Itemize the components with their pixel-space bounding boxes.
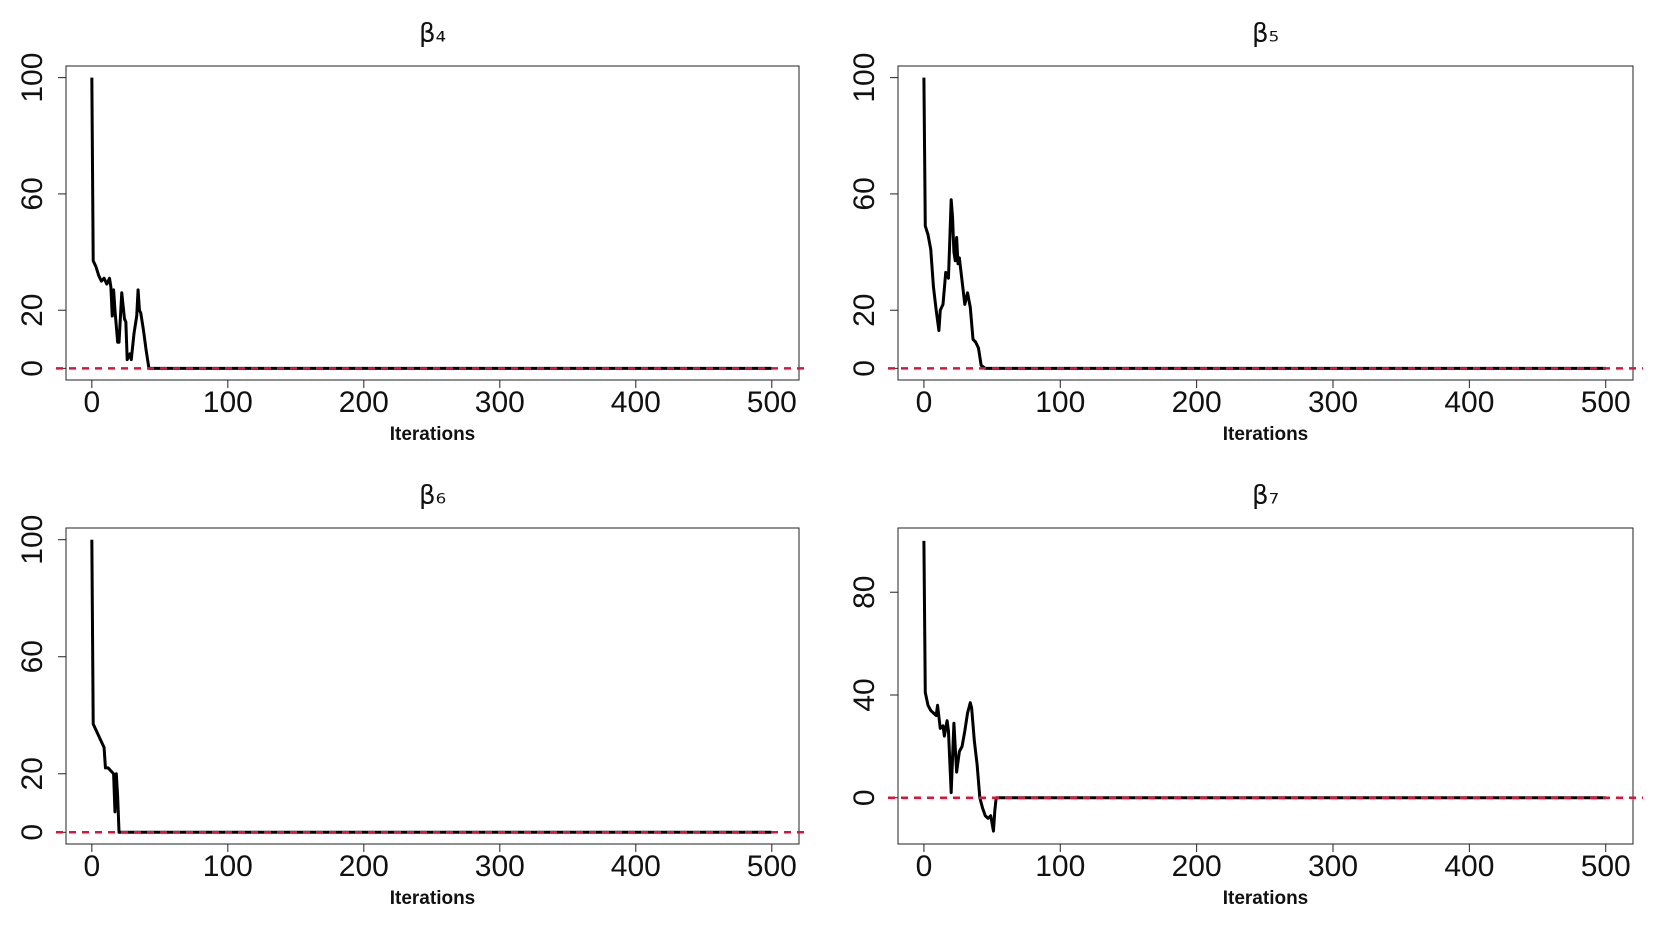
x-tick-label: 300: [1308, 386, 1358, 419]
chart-title: β₇: [1252, 481, 1279, 511]
y-tick-label: 20: [16, 294, 49, 327]
x-axis-label: Iterations: [1223, 424, 1309, 445]
y-tick-label: 60: [16, 177, 49, 210]
x-tick-label: 200: [1172, 850, 1222, 883]
y-tick-label: 0: [16, 824, 49, 841]
x-tick-label: 100: [203, 850, 253, 883]
x-tick-label: 0: [83, 850, 100, 883]
x-tick-label: 100: [203, 386, 253, 419]
x-tick-label: 400: [611, 850, 661, 883]
x-tick-label: 500: [747, 386, 797, 419]
y-tick-label: 20: [848, 294, 881, 327]
x-tick-label: 400: [611, 386, 661, 419]
x-tick-label: 0: [83, 386, 100, 419]
chart-title: β₄: [419, 19, 446, 49]
y-tick-label: 60: [16, 640, 49, 673]
x-tick-label: 300: [475, 386, 525, 419]
plot-frame: [897, 527, 1634, 845]
y-tick-label: 0: [848, 360, 881, 377]
data-line: [90, 539, 772, 834]
data-line: [90, 77, 772, 370]
plot-frame: [65, 527, 800, 845]
data-line: [922, 540, 1606, 833]
x-tick-label: 500: [747, 850, 797, 883]
x-tick-label: 200: [1172, 386, 1222, 419]
x-tick-label: 0: [916, 850, 933, 883]
chart-title: β₅: [1252, 19, 1279, 49]
x-axis-label: Iterations: [390, 888, 476, 909]
y-tick-label: 60: [848, 177, 881, 210]
x-tick-label: 500: [1581, 850, 1631, 883]
x-tick-label: 0: [916, 386, 933, 419]
y-tick-label: 40: [848, 678, 881, 711]
x-tick-label: 300: [475, 850, 525, 883]
plot-frame: [897, 65, 1634, 381]
x-tick-label: 200: [339, 850, 389, 883]
x-tick-label: 100: [1035, 850, 1085, 883]
y-tick-label: 0: [848, 789, 881, 806]
x-axis-label: Iterations: [1223, 888, 1309, 909]
x-tick-label: 400: [1444, 386, 1494, 419]
y-tick-label: 0: [16, 360, 49, 377]
x-axis-label: Iterations: [390, 424, 476, 445]
y-tick-label: 100: [16, 515, 49, 565]
data-line: [922, 77, 1606, 370]
y-tick-label: 100: [16, 53, 49, 103]
x-tick-label: 300: [1308, 850, 1358, 883]
x-tick-label: 500: [1581, 386, 1631, 419]
x-tick-label: 400: [1444, 850, 1494, 883]
x-tick-label: 200: [339, 386, 389, 419]
y-tick-label: 80: [848, 576, 881, 609]
plot-frame: [65, 65, 800, 381]
y-tick-label: 100: [848, 53, 881, 103]
chart-title: β₆: [419, 481, 446, 511]
x-tick-label: 100: [1035, 386, 1085, 419]
y-tick-label: 20: [16, 757, 49, 790]
